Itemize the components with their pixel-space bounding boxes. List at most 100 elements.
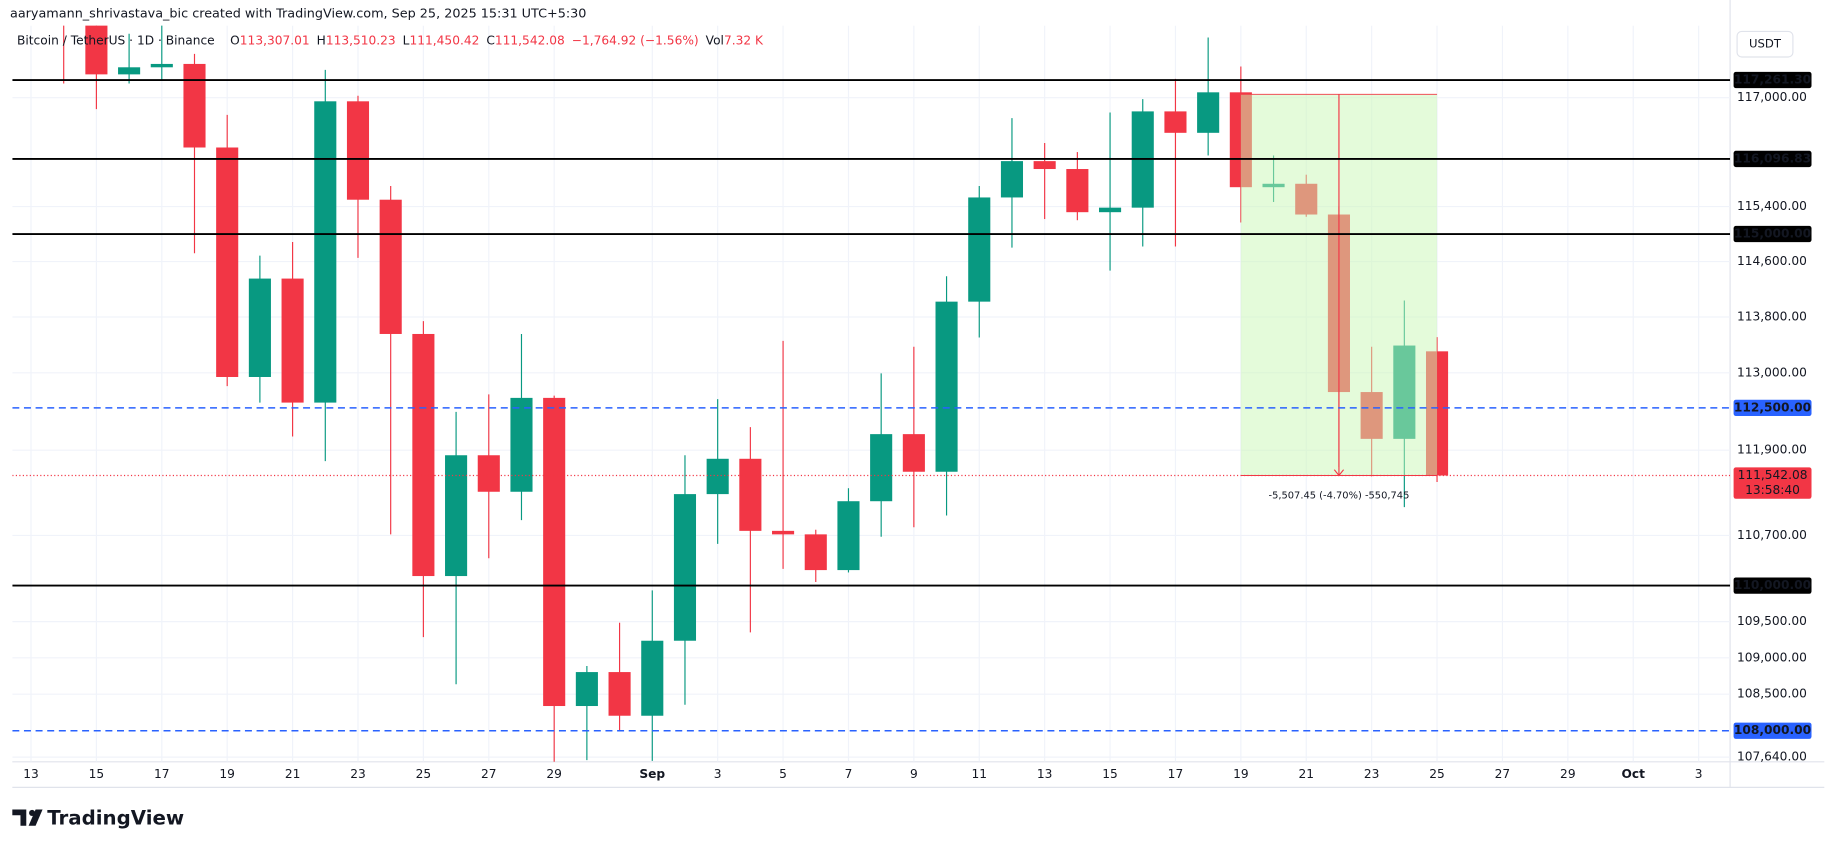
- candle-body: [412, 333, 435, 577]
- legend: Bitcoin / TetherUS · 1D · Binance O113,3…: [17, 33, 764, 47]
- currency[interactable]: USDT: [1749, 37, 1782, 51]
- candle-body: [641, 640, 664, 716]
- legend-key: C: [486, 33, 495, 47]
- x-tick-label: 27: [481, 767, 497, 781]
- candle-body: [673, 494, 697, 641]
- y-tick-label: 114,600.00: [1737, 254, 1807, 268]
- candle-body: [150, 63, 173, 68]
- price-label-box: [1733, 225, 1812, 243]
- x-tick-label: 13: [23, 767, 39, 781]
- x-tick-label: 3: [1695, 767, 1703, 781]
- x-tick-label: 27: [1495, 767, 1511, 781]
- x-tick-label: 7: [845, 767, 853, 781]
- candle-body: [935, 301, 958, 472]
- candle-body: [1099, 207, 1122, 213]
- candle-body: [608, 672, 631, 716]
- y-tick-label: 109,500.00: [1737, 614, 1807, 628]
- x-tick-label: 5: [779, 767, 787, 781]
- price-label: 110,000.00: [1734, 578, 1811, 592]
- legend-value: 113,510.23: [326, 33, 396, 47]
- candle-body: [772, 530, 795, 535]
- candle-body: [706, 458, 729, 495]
- legend-key: O: [230, 33, 240, 47]
- x-tick-label: 15: [1102, 767, 1118, 781]
- price-label: 115,000.00: [1734, 227, 1811, 241]
- candle-body: [543, 397, 566, 707]
- candle-body: [1066, 169, 1089, 213]
- candle-body: [445, 455, 468, 577]
- x-tick-label: Oct: [1622, 767, 1646, 781]
- legend-key: H: [317, 33, 326, 47]
- candle-body: [510, 397, 533, 492]
- x-tick-label: 25: [416, 767, 432, 781]
- x-tick-label: Sep: [639, 767, 665, 781]
- x-tick-label: 19: [1233, 767, 1249, 781]
- candle-body: [216, 147, 239, 377]
- legend-key: Vol: [706, 33, 724, 47]
- y-tick-label: 113,000.00: [1737, 365, 1807, 379]
- candle-body: [118, 67, 141, 75]
- y-tick-label: 117,000.00: [1737, 90, 1807, 104]
- legend-value: 7.32 K: [724, 33, 764, 47]
- candle-body: [248, 278, 271, 377]
- currency-box[interactable]: [1736, 30, 1794, 58]
- candle-body: [870, 434, 893, 502]
- candle-body: [477, 455, 500, 492]
- price-label-box: [1733, 577, 1812, 594]
- symbol: Bitcoin / TetherUS · 1D · Binance: [17, 33, 215, 47]
- price-label-box: [1733, 399, 1812, 417]
- pane: [12, 25, 1731, 762]
- caption: aaryamann_shrivastava_bic created with T…: [10, 6, 586, 21]
- legend-change: −1,764.92 (−1.56%): [572, 33, 699, 47]
- price-label-box: [1733, 71, 1812, 89]
- candle-body: [346, 101, 370, 200]
- x-tick-label: 21: [285, 767, 301, 781]
- candle-body: [379, 199, 402, 334]
- candle-body: [804, 534, 827, 571]
- legend-value: 111,450.42: [410, 33, 480, 47]
- x-tick-label: 3: [714, 767, 722, 781]
- price-label-box: [1733, 722, 1812, 739]
- y-tick-label: 108,500.00: [1737, 687, 1807, 701]
- brand-logo: TradingView: [12, 806, 184, 829]
- candle-body: [85, 25, 108, 75]
- price-label: 117,261.30: [1734, 73, 1811, 87]
- brand: TradingView: [47, 806, 184, 829]
- measure-label: -5,507.45 (-4.70%) -550,745: [1269, 490, 1410, 501]
- price-label: 116,096.83: [1734, 151, 1811, 165]
- price-label: 108,000.00: [1734, 723, 1811, 737]
- x-tick-label: 21: [1298, 767, 1314, 781]
- candle-body: [902, 434, 925, 472]
- x-tick-label: 9: [910, 767, 918, 781]
- x-tick-label: 17: [154, 767, 170, 781]
- logo-mark: [12, 809, 27, 826]
- overlay: 117,000.00 115,400.00 114,600.00 113,800.00…: [23, 71, 1812, 781]
- legend-value: 113,307.01: [240, 33, 310, 47]
- logo-slash: [28, 809, 43, 826]
- x-tick-label: 25: [1429, 767, 1445, 781]
- countdown: 13:58:40: [1745, 483, 1800, 497]
- price-label: 112,500.00: [1734, 400, 1811, 414]
- legend-key: L: [403, 33, 410, 47]
- y-tick-label: 107,640.00: [1737, 750, 1807, 764]
- candle-body: [739, 458, 762, 531]
- y-tick-label: 111,900.00: [1737, 443, 1807, 457]
- y-tick-label: 115,400.00: [1737, 199, 1807, 213]
- candle-body: [968, 197, 991, 302]
- x-tick-label: 29: [1560, 767, 1576, 781]
- x-tick-label: 23: [1364, 767, 1380, 781]
- candle-body: [837, 501, 860, 571]
- last-price-label: 111,542.08: [1738, 468, 1808, 482]
- x-tick-label: 19: [219, 767, 235, 781]
- x-tick-label: 15: [89, 767, 105, 781]
- last-price-box: [1733, 467, 1812, 499]
- candle-body: [1000, 161, 1024, 198]
- candle-body: [1197, 92, 1220, 133]
- x-tick-label: 23: [350, 767, 366, 781]
- y-tick-label: 113,800.00: [1737, 309, 1807, 323]
- price-label-box: [1733, 150, 1812, 168]
- x-tick-label: 11: [971, 767, 987, 781]
